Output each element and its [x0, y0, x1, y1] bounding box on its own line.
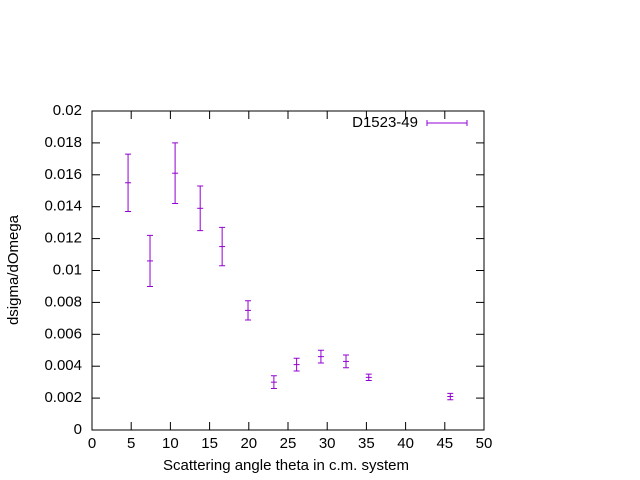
x-tick-label: 5	[127, 435, 135, 452]
x-tick-label: 35	[358, 435, 375, 452]
x-tick-label: 15	[201, 435, 218, 452]
y-tick-label: 0.006	[44, 325, 82, 342]
x-tick-label: 10	[162, 435, 179, 452]
y-tick-label: 0.016	[44, 166, 82, 183]
x-tick-label: 40	[397, 435, 414, 452]
y-tick-label: 0.002	[44, 389, 82, 406]
x-tick-label: 25	[280, 435, 297, 452]
x-tick-label: 0	[88, 435, 96, 452]
x-tick-label: 50	[476, 435, 493, 452]
legend-swatch	[426, 120, 468, 126]
y-tick-label: 0	[74, 421, 82, 438]
x-axis-title: Scattering angle theta in c.m. system	[163, 457, 409, 474]
y-tick-label: 0.008	[44, 293, 82, 310]
legend-label: D1523-49	[352, 114, 418, 131]
plot-border	[91, 110, 485, 431]
x-tick-label: 45	[436, 435, 453, 452]
y-tick-label: 0.018	[44, 134, 82, 151]
y-tick-label: 0.012	[44, 230, 82, 247]
y-tick-label: 0.004	[44, 357, 82, 374]
y-tick-label: 0.014	[44, 198, 82, 215]
x-tick-label: 20	[240, 435, 257, 452]
y-axis-title: dsigma/dOmega	[5, 214, 22, 325]
y-tick-label: 0.02	[53, 102, 82, 119]
x-tick-label: 30	[319, 435, 336, 452]
y-tick-label: 0.01	[53, 261, 82, 278]
